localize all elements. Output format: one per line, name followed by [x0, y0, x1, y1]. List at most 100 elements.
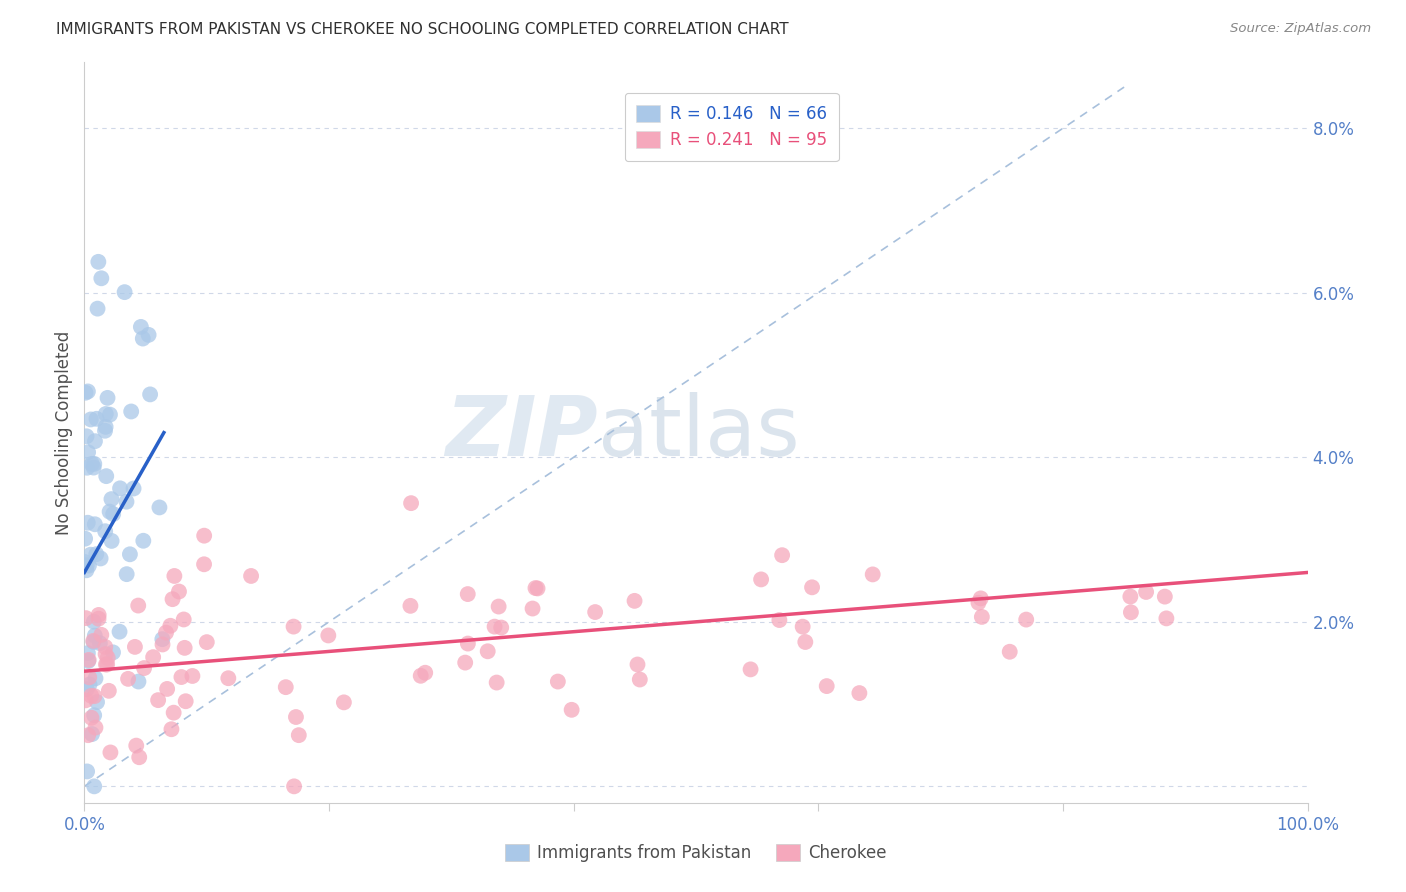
Point [409, 669, 432, 683]
Point [76, 460, 98, 475]
Point [139, 387, 162, 401]
Point [75, 693, 97, 707]
Point [83, 629, 105, 643]
Point [333, 695, 356, 709]
Point [97, 683, 120, 698]
Point [90, 271, 112, 285]
Point [125, 739, 148, 753]
Point [970, 591, 993, 606]
Point [240, 569, 263, 583]
Point [399, 496, 422, 510]
Point [108, 624, 131, 639]
Point [77, 654, 100, 668]
Point [749, 573, 772, 587]
Point [98, 505, 121, 519]
Point [77, 728, 100, 742]
Point [90, 628, 112, 642]
Point [87, 607, 110, 622]
Point [115, 494, 138, 508]
Point [163, 706, 186, 720]
Point [86, 695, 108, 709]
Point [83, 457, 105, 471]
Point [80, 412, 103, 426]
Point [288, 728, 311, 742]
Point [170, 670, 193, 684]
Point [75, 611, 97, 625]
Point [83, 517, 105, 532]
Point [84, 721, 107, 735]
Point [100, 492, 122, 507]
Point [623, 594, 645, 608]
Point [77, 558, 100, 573]
Point [77, 384, 100, 399]
Point [76, 682, 98, 697]
Point [84, 547, 107, 561]
Point [84, 434, 107, 449]
Text: Source: ZipAtlas.com: Source: ZipAtlas.com [1230, 22, 1371, 36]
Point [83, 689, 105, 703]
Point [160, 723, 183, 737]
Point [173, 612, 195, 626]
Point [100, 746, 122, 760]
Text: ZIP: ZIP [446, 392, 598, 473]
Point [127, 599, 149, 613]
Point [967, 596, 990, 610]
Point [142, 650, 165, 665]
Point [174, 694, 197, 708]
Point [77, 646, 100, 660]
Point [1015, 613, 1038, 627]
Point [94, 407, 117, 421]
Point [80, 711, 103, 725]
Point [413, 665, 436, 680]
Point [628, 673, 651, 687]
Point [101, 507, 124, 521]
Point [75, 563, 97, 577]
Point [484, 619, 506, 633]
Point [522, 601, 544, 615]
Point [146, 693, 169, 707]
Point [1119, 590, 1142, 604]
Point [524, 581, 547, 595]
Point [97, 650, 120, 665]
Point [274, 680, 297, 694]
Point [76, 558, 98, 573]
Point [98, 408, 121, 422]
Point [794, 635, 817, 649]
Point [94, 524, 117, 539]
Point [801, 580, 824, 594]
Point [970, 610, 993, 624]
Point [626, 657, 648, 672]
Point [96, 391, 118, 405]
Point [86, 412, 108, 426]
Point [454, 656, 477, 670]
Point [79, 548, 101, 562]
Point [167, 584, 190, 599]
Point [1153, 590, 1175, 604]
Point [129, 319, 152, 334]
Point [90, 551, 112, 566]
Point [83, 460, 105, 475]
Point [94, 640, 117, 654]
Point [76, 516, 98, 530]
Point [485, 675, 508, 690]
Point [318, 628, 340, 642]
Point [998, 645, 1021, 659]
Point [283, 619, 305, 633]
Point [101, 645, 124, 659]
Point [94, 647, 117, 661]
Point [561, 703, 583, 717]
Point [162, 592, 184, 607]
Point [163, 569, 186, 583]
Point [124, 640, 146, 654]
Point [96, 657, 118, 672]
Point [87, 255, 110, 269]
Point [132, 533, 155, 548]
Point [83, 708, 105, 723]
Point [82, 633, 104, 648]
Point [457, 587, 479, 601]
Point [76, 429, 98, 443]
Point [862, 567, 884, 582]
Point [94, 420, 117, 434]
Point [114, 285, 136, 300]
Point [284, 710, 307, 724]
